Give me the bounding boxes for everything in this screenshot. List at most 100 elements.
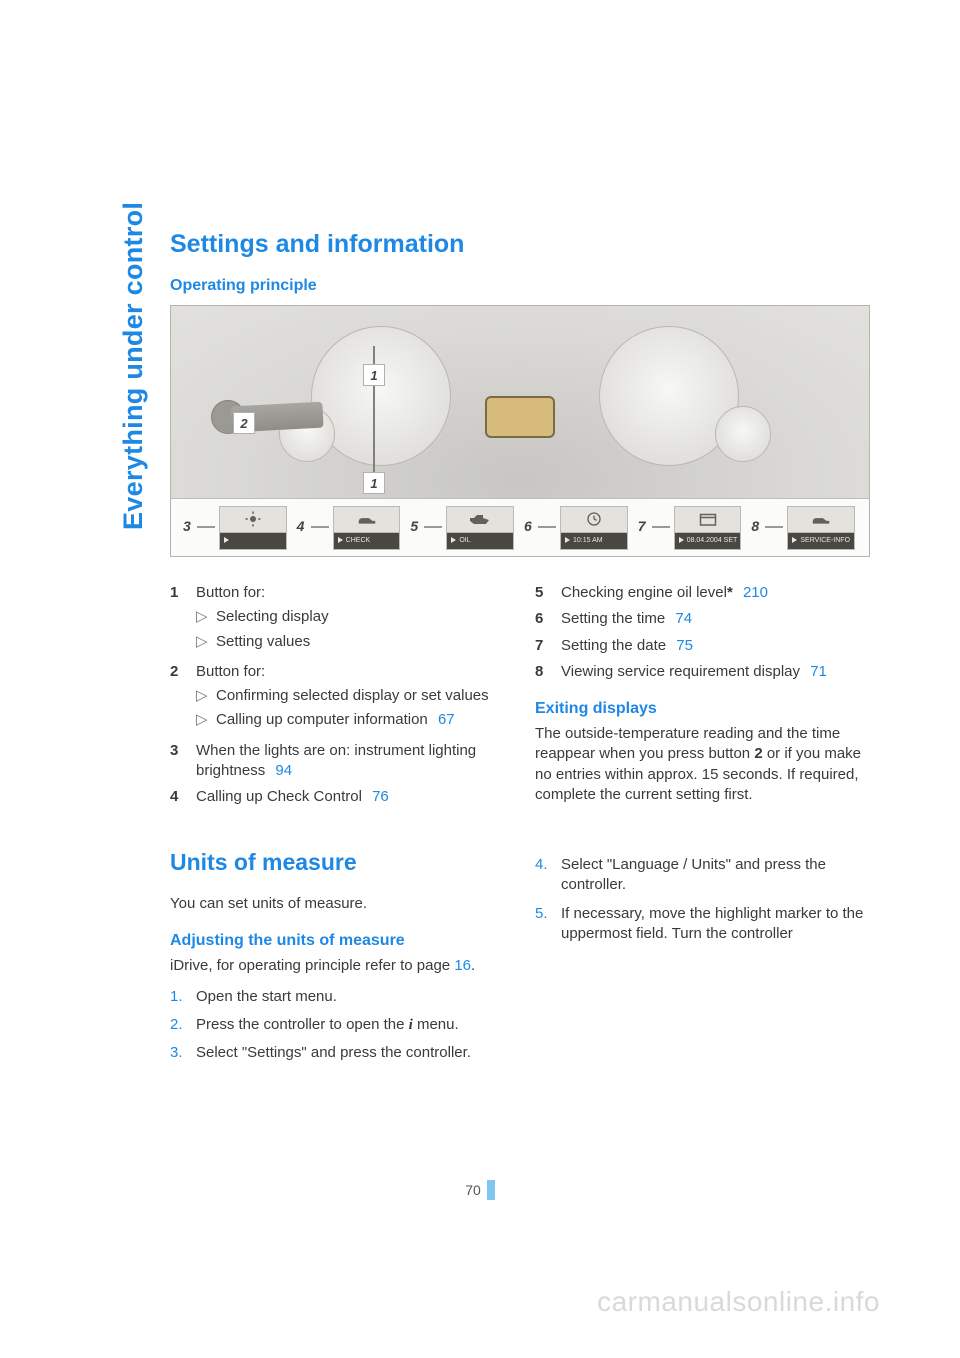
definition-number: 5 — [535, 583, 561, 603]
definition-number: 7 — [535, 636, 561, 656]
section-subtitle: Operating principle — [170, 277, 870, 295]
triangle-bullet-icon: ▷ — [196, 632, 216, 652]
page-reference[interactable]: 94 — [275, 762, 292, 779]
watermark-text: carmanualsonline.info — [597, 1286, 880, 1318]
center-display-icon — [485, 396, 555, 438]
callout-1-bottom: 1 — [363, 472, 385, 494]
tile-box: 10:15 AM — [560, 506, 628, 550]
instrument-figure: 1 1 2 3 4 — [170, 305, 870, 557]
page-reference[interactable]: 67 — [438, 711, 455, 728]
step-number: 5. — [535, 904, 561, 945]
definition-number: 3 — [170, 741, 196, 782]
clock-icon — [561, 507, 627, 533]
dashboard-illustration: 1 1 2 — [171, 306, 869, 498]
definition-label: Button for: — [196, 663, 265, 680]
tile-label-text: 10:15 AM — [573, 537, 603, 544]
definition-list: 1 Button for: ▷ Selecting display ▷ Sett… — [170, 583, 505, 807]
definitions-columns: 1 Button for: ▷ Selecting display ▷ Sett… — [170, 583, 870, 815]
step-text: Select "Language / Units" and press the … — [561, 855, 870, 896]
tile-leader-line — [765, 526, 783, 528]
brightness-icon — [220, 507, 286, 533]
figure-tile: 7 08.04.2004 SET — [640, 506, 742, 550]
tile-label: SERVICE-INFO — [788, 533, 854, 549]
tile-box: SERVICE-INFO — [787, 506, 855, 550]
definitions-left-column: 1 Button for: ▷ Selecting display ▷ Sett… — [170, 583, 505, 815]
figure-tile: 3 — [185, 506, 287, 550]
definition-subtext-pre: Calling up computer information — [216, 711, 428, 728]
tile-label — [220, 533, 286, 549]
tile-leader-line — [652, 526, 670, 528]
definition-subtext: Setting values — [216, 632, 505, 652]
body-text: iDrive, for operating principle refer to… — [170, 957, 454, 974]
step-item: 3. Select "Settings" and press the contr… — [170, 1043, 505, 1063]
page-reference[interactable]: 16 — [454, 957, 471, 974]
definition-number: 4 — [170, 787, 196, 807]
page-reference[interactable]: 74 — [675, 610, 692, 627]
step-number: 3. — [170, 1043, 196, 1063]
car-icon — [334, 507, 400, 533]
definition-text: Setting the time 74 — [561, 609, 870, 629]
definition-text: Button for: ▷ Selecting display ▷ Settin… — [196, 583, 505, 656]
definition-label: When the lights are on: instrument light… — [196, 742, 476, 779]
tile-number: 6 — [524, 518, 532, 534]
page-reference[interactable]: 210 — [743, 584, 768, 601]
body-text: . — [471, 957, 475, 974]
tile-box: CHECK — [333, 506, 401, 550]
tile-label: 10:15 AM — [561, 533, 627, 549]
definition-number: 6 — [535, 609, 561, 629]
page-reference[interactable]: 75 — [676, 637, 693, 654]
tile-leader-line — [424, 526, 442, 528]
page-reference[interactable]: 71 — [810, 663, 827, 680]
units-columns: Units of measure You can set units of me… — [170, 849, 870, 1071]
definition-subitem: ▷ Selecting display — [196, 607, 505, 627]
step-number: 1. — [170, 987, 196, 1007]
document-page: Everything under control Settings and in… — [0, 0, 960, 1358]
definition-subtext: Calling up computer information 67 — [216, 710, 505, 730]
step-number: 4. — [535, 855, 561, 896]
tile-label-text: 08.04.2004 SET — [687, 537, 738, 544]
calendar-icon — [675, 507, 741, 533]
page-footer: 70 — [0, 1180, 960, 1200]
tile-number: 3 — [183, 518, 191, 534]
step-item: 1. Open the start menu. — [170, 987, 505, 1007]
step-number: 2. — [170, 1015, 196, 1035]
definition-label: Calling up Check Control — [196, 788, 362, 805]
page-number: 70 — [465, 1182, 481, 1198]
callout-2: 2 — [233, 412, 255, 434]
tile-label: OIL — [447, 533, 513, 549]
step-item: 4. Select "Language / Units" and press t… — [535, 855, 870, 896]
definition-label: Checking engine oil level — [561, 584, 727, 601]
definition-text: Setting the date 75 — [561, 636, 870, 656]
section-tab-label: Everything under control — [118, 202, 149, 530]
definition-subitem: ▷ Calling up computer information 67 — [196, 710, 505, 730]
section-title: Settings and information — [170, 230, 870, 259]
definition-item: 8 Viewing service requirement display 71 — [535, 662, 870, 682]
definition-label: Viewing service requirement display — [561, 663, 800, 680]
definition-item: 5 Checking engine oil level* 210 — [535, 583, 870, 603]
definition-label: Setting the date — [561, 637, 666, 654]
page-reference[interactable]: 76 — [372, 788, 389, 805]
definition-label: Setting the time — [561, 610, 665, 627]
tile-label: CHECK — [334, 533, 400, 549]
step-item: 5. If necessary, move the highlight mark… — [535, 904, 870, 945]
asterisk-icon: * — [727, 584, 733, 601]
tile-leader-line — [311, 526, 329, 528]
definition-sublist: ▷ Selecting display ▷ Setting values — [196, 607, 505, 652]
definition-sublist: ▷ Confirming selected display or set val… — [196, 686, 505, 731]
definition-number: 1 — [170, 583, 196, 656]
step-text: Press the controller to open the i menu. — [196, 1015, 505, 1035]
tile-label: 08.04.2004 SET — [675, 533, 741, 549]
step-text-post: menu. — [413, 1016, 459, 1033]
ordered-steps-right: 4. Select "Language / Units" and press t… — [535, 855, 870, 944]
button-ref-bold: 2 — [754, 745, 762, 762]
triangle-bullet-icon: ▷ — [196, 710, 216, 730]
step-text: If necessary, move the highlight marker … — [561, 904, 870, 945]
page-number-wrap: 70 — [465, 1180, 495, 1200]
definition-text: Viewing service requirement display 71 — [561, 662, 870, 682]
units-left-column: Units of measure You can set units of me… — [170, 849, 505, 1071]
definition-number: 2 — [170, 662, 196, 735]
definition-text: Button for: ▷ Confirming selected displa… — [196, 662, 505, 735]
definition-text: Calling up Check Control 76 — [196, 787, 505, 807]
definition-number: 8 — [535, 662, 561, 682]
step-text: Open the start menu. — [196, 987, 505, 1007]
